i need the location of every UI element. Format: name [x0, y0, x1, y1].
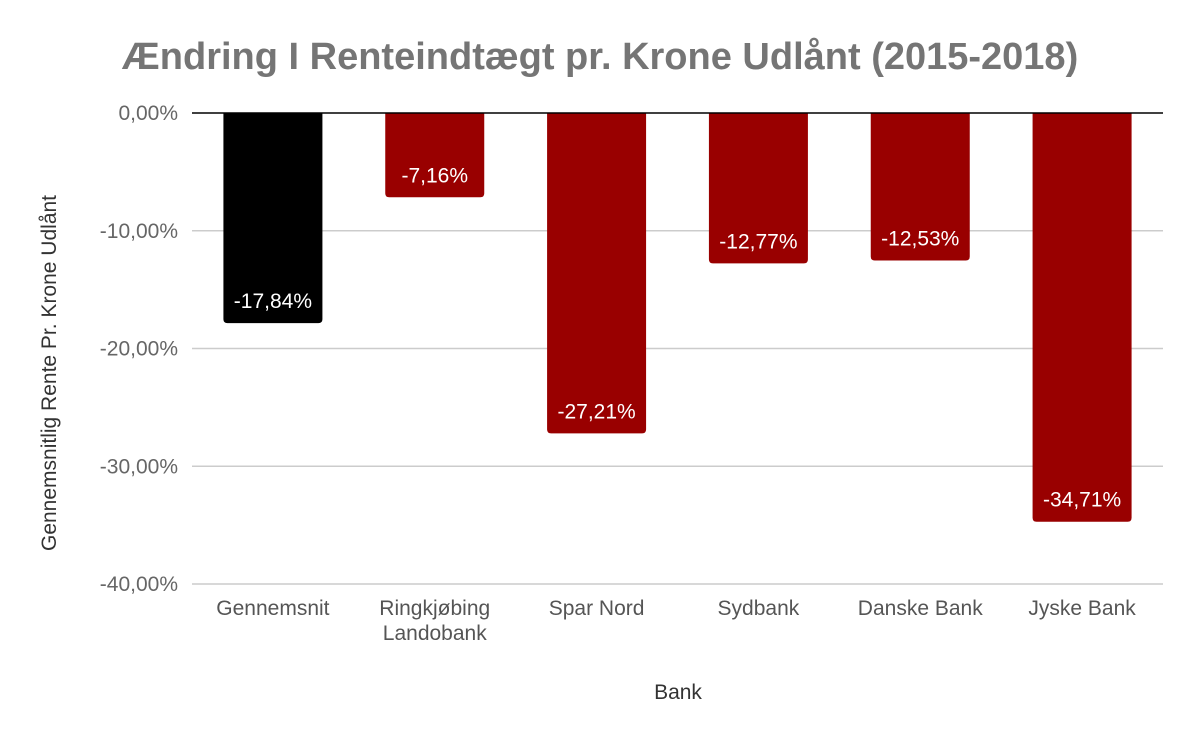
- y-tick-label: -40,00%: [100, 573, 178, 596]
- x-category-label: Gennemsnit: [216, 597, 329, 620]
- bar-value-label: -17,84%: [234, 290, 312, 313]
- bar: [223, 113, 323, 324]
- y-tick-label: -10,00%: [100, 220, 178, 243]
- chart-title: Ændring I Renteindtægt pr. Krone Udlånt …: [122, 36, 1078, 78]
- y-tick-label: 0,00%: [118, 102, 178, 125]
- bar-value-label: -34,71%: [1043, 489, 1121, 512]
- gridlines: [192, 230, 1163, 585]
- x-category-label: Landobank: [383, 622, 487, 645]
- y-tick-label: -20,00%: [100, 338, 178, 361]
- data-labels: -17,84% -7,16% -27,21% -12,77% -12,53% -34,71…: [234, 164, 1121, 511]
- bar-value-label: -12,53%: [881, 228, 959, 251]
- bar: [708, 113, 808, 264]
- bar: [385, 113, 485, 198]
- y-axis-title: Gennemsnitlig Rente Pr. Krone Udlånt: [38, 195, 61, 551]
- y-axis-ticks: 0,00% -10,00% -20,00% -30,00% -40,00%: [100, 102, 178, 596]
- bar-value-label: -27,21%: [557, 400, 635, 423]
- x-category-label: Sydbank: [718, 597, 800, 620]
- y-tick-label: -30,00%: [100, 455, 178, 478]
- x-category-label: Ringkjøbing: [379, 597, 490, 620]
- bars: [223, 113, 1132, 522]
- x-category-label: Jyske Bank: [1028, 597, 1136, 620]
- x-category-label: Danske Bank: [858, 597, 983, 620]
- x-category-label: Spar Nord: [549, 597, 645, 620]
- bar: [547, 113, 647, 434]
- x-axis-title: Bank: [654, 681, 702, 704]
- bar-value-label: -7,16%: [401, 164, 468, 187]
- bar: [1032, 113, 1132, 522]
- bar: [870, 113, 970, 261]
- bar-value-label: -12,77%: [719, 230, 797, 253]
